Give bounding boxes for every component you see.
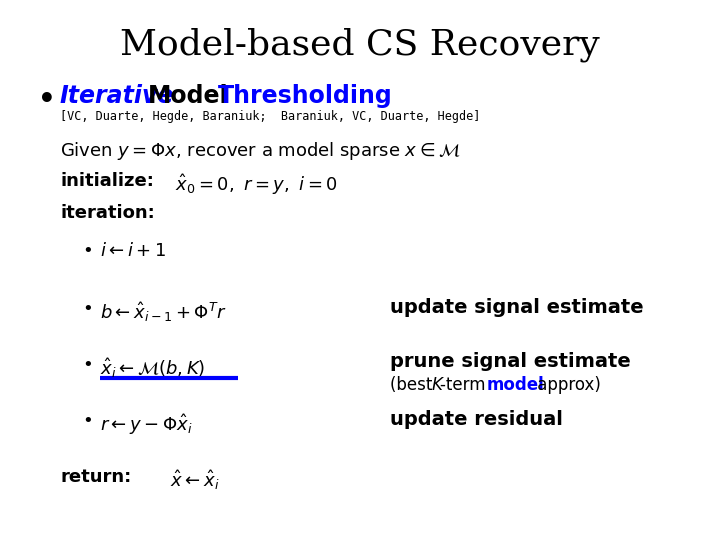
Text: •: •: [82, 412, 93, 430]
Text: prune signal estimate: prune signal estimate: [390, 352, 631, 371]
Text: •: •: [82, 356, 93, 374]
Text: initialize:: initialize:: [60, 172, 154, 190]
Text: $r \leftarrow y - \Phi\hat{x}_i$: $r \leftarrow y - \Phi\hat{x}_i$: [100, 412, 193, 437]
Text: Model: Model: [148, 84, 229, 108]
Text: Iterative: Iterative: [60, 84, 174, 108]
Text: return:: return:: [60, 468, 131, 486]
Text: $i \leftarrow i+1$: $i \leftarrow i+1$: [100, 242, 166, 260]
Text: Given $y = \Phi x$, recover a model sparse $x \in \mathcal{M}$: Given $y = \Phi x$, recover a model spar…: [60, 140, 461, 162]
Text: •: •: [82, 242, 93, 260]
Text: approx): approx): [532, 376, 601, 394]
Text: update residual: update residual: [390, 410, 563, 429]
Text: $\hat{x}_0 = 0,\ r = y,\ i = 0$: $\hat{x}_0 = 0,\ r = y,\ i = 0$: [175, 172, 338, 197]
Text: Model-based CS Recovery: Model-based CS Recovery: [120, 28, 600, 63]
Text: $b \leftarrow \hat{x}_{i-1} + \Phi^T r$: $b \leftarrow \hat{x}_{i-1} + \Phi^T r$: [100, 300, 227, 324]
Text: Thresholding: Thresholding: [218, 84, 392, 108]
Text: $\hat{x} \leftarrow \hat{x}_i$: $\hat{x} \leftarrow \hat{x}_i$: [170, 468, 220, 492]
Text: $\hat{x}_i \leftarrow \mathcal{M}(b, K)$: $\hat{x}_i \leftarrow \mathcal{M}(b, K)$: [100, 356, 205, 380]
Text: [VC, Duarte, Hegde, Baraniuk;  Baraniuk, VC, Duarte, Hegde]: [VC, Duarte, Hegde, Baraniuk; Baraniuk, …: [60, 110, 480, 123]
Text: iteration:: iteration:: [60, 204, 155, 222]
Text: update signal estimate: update signal estimate: [390, 298, 644, 317]
Text: K: K: [432, 376, 443, 394]
Text: •: •: [38, 86, 55, 114]
Text: •: •: [82, 300, 93, 318]
Text: (best: (best: [390, 376, 438, 394]
Text: model: model: [487, 376, 545, 394]
Text: -term: -term: [440, 376, 491, 394]
